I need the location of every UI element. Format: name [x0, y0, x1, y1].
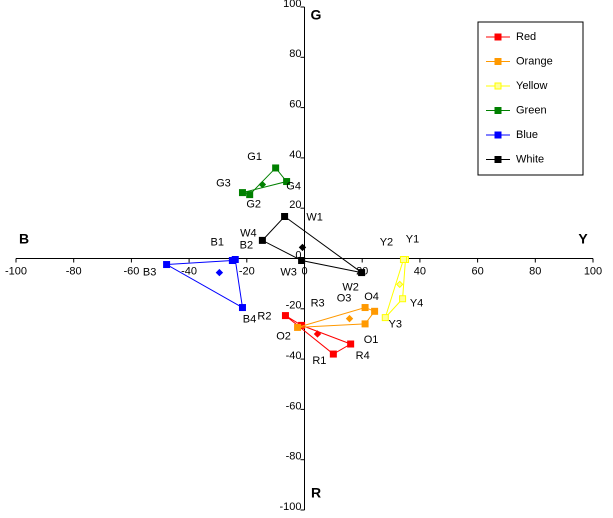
legend-marker — [494, 131, 502, 139]
y-tick-label: 100 — [283, 0, 301, 10]
x-tick-label: -20 — [239, 265, 255, 277]
point-label: B3 — [143, 266, 156, 278]
legend-label: Yellow — [516, 80, 547, 92]
data-point — [361, 320, 369, 328]
axis-label-bottom: R — [311, 485, 321, 501]
x-tick-label: -60 — [123, 265, 139, 277]
point-label: R2 — [257, 310, 271, 322]
y-tick-label: -40 — [286, 350, 302, 362]
point-label: Y4 — [410, 298, 423, 310]
series-outline — [384, 259, 407, 318]
y-tick-label: -100 — [279, 501, 301, 513]
x-tick-label: 80 — [529, 265, 541, 277]
data-point — [399, 256, 407, 264]
centroid — [215, 268, 224, 277]
y-tick-label: 0 — [295, 249, 301, 261]
point-label: G3 — [216, 178, 231, 190]
point-label: G1 — [247, 151, 262, 163]
series-outline — [240, 167, 288, 196]
point-label: O2 — [276, 330, 291, 342]
legend-marker — [494, 156, 502, 163]
point-label: B1 — [211, 236, 224, 248]
centroid — [313, 330, 322, 338]
data-point — [258, 236, 266, 244]
x-tick-label: 100 — [584, 265, 602, 277]
data-point — [381, 314, 389, 322]
legend-label: White — [516, 153, 544, 165]
x-tick-label: 60 — [471, 265, 483, 277]
series-outline — [261, 215, 362, 274]
y-tick-label: -80 — [286, 451, 302, 463]
point-label: O1 — [364, 334, 379, 346]
centroid — [258, 180, 267, 189]
centroid — [345, 314, 354, 323]
legend-label: Blue — [516, 129, 538, 141]
data-point — [281, 312, 289, 320]
y-tick-label: -20 — [286, 300, 302, 312]
point-label: W4 — [240, 227, 257, 239]
axis-label-top: G — [311, 7, 322, 23]
centroid — [298, 243, 307, 252]
data-point — [246, 191, 254, 199]
legend-box — [477, 21, 584, 176]
data-point — [163, 261, 171, 269]
y-tick-label: 20 — [289, 199, 301, 211]
y-tick-label: 80 — [289, 48, 301, 60]
point-label: R1 — [312, 355, 326, 367]
point-label: R4 — [356, 350, 370, 362]
legend-label: Orange — [516, 55, 553, 67]
legend-label: Green — [516, 104, 547, 116]
legend-label: Red — [516, 31, 536, 43]
point-label: O4 — [364, 291, 379, 303]
point-label: Y2 — [380, 236, 393, 248]
data-point — [238, 304, 246, 312]
data-point — [294, 323, 302, 331]
data-point — [399, 295, 407, 303]
data-point — [281, 212, 289, 220]
point-label: O3 — [337, 292, 352, 304]
y-tick-label: -60 — [286, 400, 302, 412]
point-label: W3 — [280, 266, 297, 278]
series-outline — [164, 258, 244, 309]
point-label: Y3 — [389, 319, 402, 331]
legend-marker — [494, 107, 502, 114]
data-point — [283, 178, 291, 186]
data-point — [329, 350, 337, 358]
axis-label-left: B — [19, 231, 29, 247]
legend-marker — [494, 82, 502, 90]
y-tick-label: 60 — [289, 99, 301, 111]
x-tick-label: 0 — [301, 265, 307, 277]
point-label: W1 — [306, 211, 323, 223]
x-tick-label: -40 — [181, 265, 197, 277]
data-point — [361, 304, 369, 312]
centroid — [395, 280, 404, 289]
data-point — [298, 257, 306, 265]
data-point — [272, 164, 280, 172]
point-label: B2 — [240, 239, 253, 251]
data-point — [347, 340, 355, 348]
legend-marker — [494, 33, 502, 41]
point-label: G4 — [286, 180, 301, 192]
x-tick-label: -100 — [5, 265, 27, 277]
data-point — [238, 189, 246, 197]
x-tick-label: 40 — [414, 265, 426, 277]
point-label: Y1 — [406, 233, 419, 245]
point-label: R3 — [311, 297, 325, 309]
point-label: B4 — [243, 313, 256, 325]
data-point — [358, 269, 366, 277]
data-point — [371, 307, 379, 315]
x-tick-label: -80 — [66, 265, 82, 277]
point-label: G2 — [246, 199, 261, 211]
legend-marker — [494, 58, 502, 65]
y-tick-label: 40 — [289, 149, 301, 161]
data-point — [228, 257, 236, 265]
axis-label-right: Y — [578, 231, 588, 247]
point-label: W2 — [342, 281, 359, 293]
